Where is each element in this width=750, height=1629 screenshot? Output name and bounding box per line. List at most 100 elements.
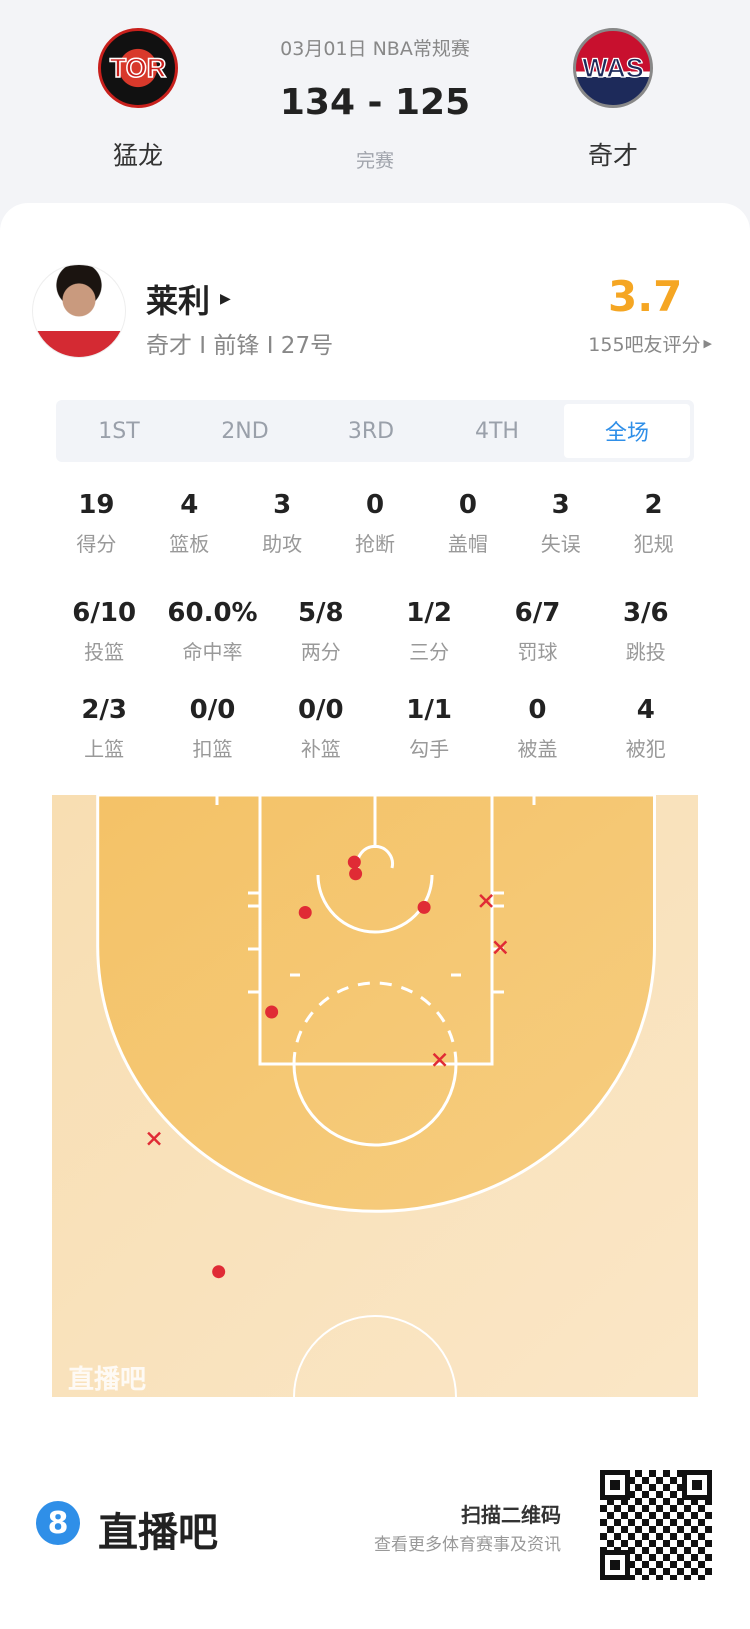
stat-value: 1/1 — [406, 695, 452, 725]
stat-cell: 6/7 罚球 — [483, 598, 591, 665]
stat-value: 0/0 — [189, 695, 236, 725]
stat-label: 罚球 — [517, 640, 558, 664]
stat-value: 0 — [458, 490, 477, 520]
stats-row: 2/3 上篮 0/0 扣篮 0/0 补篮 1/1 勾手 0 被盖 4 被犯 — [50, 695, 700, 762]
stat-label: 三分 — [409, 640, 450, 664]
stat-cell: 2/3 上篮 — [50, 695, 158, 762]
stat-label: 被犯 — [625, 737, 666, 761]
stats-row: 6/10 投篮 60.0% 命中率 5/8 两分 1/2 三分 6/7 罚球 3/6 跳投 — [50, 598, 700, 665]
stat-label: 被盖 — [517, 737, 558, 761]
stat-label: 投篮 — [84, 640, 125, 664]
court-ticks — [215, 795, 536, 805]
team-logo-tor[interactable]: TOR — [98, 28, 178, 108]
stat-cell: 6/10 投篮 — [50, 598, 158, 665]
qr-title: 扫描二维码 — [461, 1503, 561, 1527]
stat-cell: 1/1 勾手 — [375, 695, 483, 762]
player-name: 莱利 — [146, 282, 211, 320]
game-score: 134 - 125 — [279, 82, 471, 123]
player-info: 奇才 I 前锋 I 27号 — [146, 333, 334, 359]
three-point-line — [96, 795, 656, 1213]
stat-value: 4 — [636, 695, 655, 725]
stat-cell: 0/0 补篮 — [267, 695, 375, 762]
stat-label: 抢断 — [355, 532, 395, 556]
stat-cell: 0 盖帽 — [421, 490, 514, 557]
stat-cell: 4 篮板 — [143, 490, 236, 557]
rating-link[interactable]: 155吧友评分 ▶ — [588, 330, 712, 357]
stat-cell: 3/6 跳投 — [592, 598, 700, 665]
stat-cell: 3 失误 — [514, 490, 607, 557]
tab-3rd[interactable]: 3RD — [347, 418, 395, 444]
stat-value: 4 — [180, 490, 199, 520]
shot-made — [417, 900, 431, 914]
stat-value: 2 — [644, 490, 663, 520]
player-name-link[interactable]: 莱利 ▶ — [146, 276, 231, 322]
shot-missed — [432, 1052, 447, 1067]
stat-value: 60.0% — [167, 598, 258, 628]
stat-label: 得分 — [76, 532, 117, 556]
shot-made — [349, 867, 363, 881]
stat-cell: 2 犯规 — [607, 490, 700, 557]
tab-2nd[interactable]: 2ND — [221, 418, 269, 444]
stat-cell: 0 被盖 — [483, 695, 591, 762]
caret-right-icon: ▶ — [220, 291, 231, 307]
stat-label: 篮板 — [169, 532, 210, 556]
shot-missed — [493, 940, 508, 955]
stat-label: 扣篮 — [192, 737, 233, 761]
restricted-area — [316, 874, 434, 934]
stat-value: 6/7 — [514, 598, 561, 628]
shot-made — [298, 906, 312, 920]
brand-logo-icon: 8 — [36, 1501, 80, 1545]
shot-chart: 直播吧 — [52, 795, 698, 1397]
player-rating: 3.7 — [608, 272, 683, 321]
watermark: 直播吧 — [68, 1365, 146, 1395]
stat-label: 犯规 — [633, 532, 674, 556]
qr-subtitle: 查看更多体育赛事及资讯 — [374, 1535, 561, 1555]
stat-label: 两分 — [300, 640, 341, 664]
stat-cell: 0/0 扣篮 — [158, 695, 266, 762]
brand-name: 直播吧 — [98, 1510, 218, 1556]
stat-value: 3/6 — [622, 598, 669, 628]
shot-made — [347, 855, 361, 869]
stat-cell: 0 抢断 — [329, 490, 422, 557]
period-tabs: 1ST 2ND 3RD 4TH 全场 — [56, 400, 694, 462]
stat-value: 19 — [78, 490, 115, 520]
stat-label: 助攻 — [262, 532, 303, 556]
stat-value: 3 — [273, 490, 292, 520]
tab-1st[interactable]: 1ST — [98, 418, 140, 444]
stat-value: 1/2 — [406, 598, 452, 628]
stat-label: 跳投 — [625, 640, 666, 664]
team-logo-was[interactable]: WAS — [573, 28, 653, 108]
shot-missed — [479, 894, 493, 908]
stat-value: 5/8 — [297, 598, 344, 628]
center-circle — [293, 1315, 457, 1397]
stat-label: 盖帽 — [447, 532, 488, 556]
tab-全场[interactable]: 全场 — [564, 404, 690, 458]
stat-label: 勾手 — [409, 737, 450, 761]
stat-label: 命中率 — [182, 640, 243, 664]
stat-value: 2/3 — [81, 695, 127, 725]
stat-value: 3 — [551, 490, 570, 520]
home-team-name: 猛龙 — [112, 141, 164, 170]
stat-cell: 3 助攻 — [236, 490, 329, 557]
game-status: 完赛 — [355, 150, 395, 172]
shot-made — [265, 1005, 279, 1019]
game-date-league: 03月01日 NBA常规赛 — [280, 38, 470, 60]
stat-cell: 5/8 两分 — [267, 598, 375, 665]
rating-label: 155吧友评分 — [588, 334, 701, 356]
stat-cell: 1/2 三分 — [375, 598, 483, 665]
free-throw-circle-bottom — [292, 1063, 458, 1147]
stat-label: 补篮 — [300, 737, 341, 761]
stat-value: 6/10 — [72, 598, 137, 628]
caret-right-icon: ▶ — [703, 337, 712, 350]
player-avatar[interactable] — [32, 264, 126, 358]
tab-4th[interactable]: 4TH — [475, 418, 519, 444]
away-team-name: 奇才 — [587, 141, 639, 170]
stat-cell: 60.0% 命中率 — [158, 598, 266, 665]
stat-value: 0 — [528, 695, 547, 725]
stat-value: 0 — [365, 490, 385, 520]
stat-value: 0/0 — [297, 695, 344, 725]
paint-lane — [258, 795, 494, 1066]
stat-cell: 19 得分 — [50, 490, 143, 557]
stats-row: 19 得分 4 篮板 3 助攻 0 抢断 0 盖帽 3 失误 2 犯规 — [50, 490, 700, 557]
qr-code[interactable] — [600, 1470, 712, 1580]
